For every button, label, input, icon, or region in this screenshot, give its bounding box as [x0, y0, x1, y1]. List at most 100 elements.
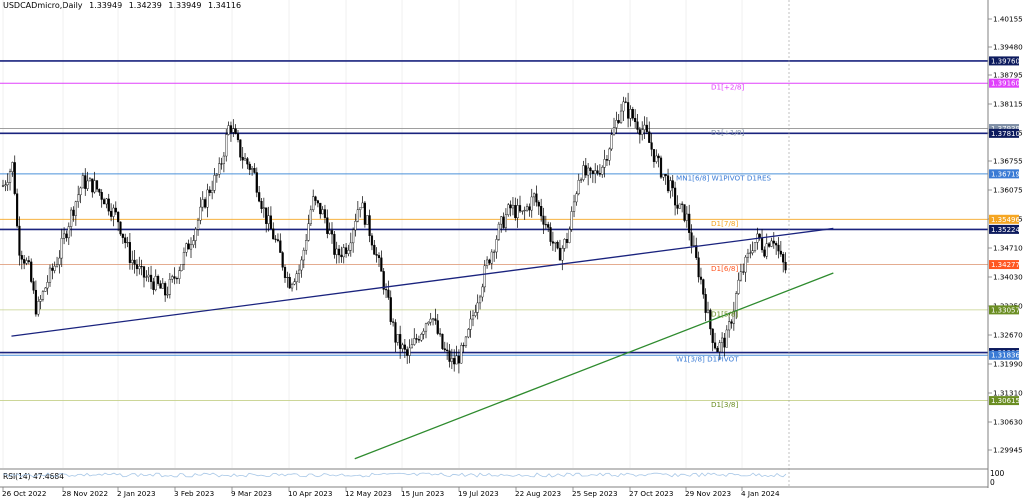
candle-body	[354, 221, 357, 231]
candle-body	[563, 239, 566, 249]
candle-body	[295, 273, 298, 282]
candle-body	[716, 347, 719, 352]
candle-body	[453, 358, 456, 365]
candle-body	[361, 202, 364, 209]
candle-body	[168, 279, 171, 295]
candle-body	[690, 232, 693, 246]
candle-body	[117, 211, 120, 223]
time-axis-label: 10 Apr 2023	[288, 489, 332, 498]
price-axis-label: 1.39480	[993, 43, 1023, 52]
candle-body	[189, 244, 193, 250]
candle-body	[669, 180, 672, 192]
price-tag-box	[989, 214, 1019, 224]
candle-body	[389, 297, 392, 322]
candle-body	[65, 233, 68, 239]
candle-body	[335, 248, 338, 255]
candle-body	[702, 279, 705, 295]
candle-body	[413, 338, 416, 345]
candle-body	[448, 350, 451, 362]
candle-body	[577, 179, 580, 195]
candle-body	[25, 260, 28, 264]
candle-body	[779, 250, 782, 255]
candle-body	[166, 294, 169, 296]
price-axis-label: 1.29945	[993, 446, 1023, 455]
candle-body	[37, 301, 40, 315]
price-axis-label: 1.40155	[993, 15, 1023, 24]
candle-body	[650, 142, 653, 150]
candle-body	[328, 230, 331, 234]
candle-body	[516, 205, 519, 219]
level-label: D1[6/8]	[711, 264, 738, 273]
candle-body	[645, 124, 648, 132]
candle-body	[67, 226, 70, 239]
candle-body	[462, 345, 465, 347]
candle-body	[316, 200, 319, 204]
candle-body	[58, 257, 61, 265]
candle-body	[603, 159, 606, 168]
candle-body	[359, 207, 362, 210]
candle-body	[486, 259, 489, 266]
candle-body	[558, 247, 562, 261]
candle-body	[488, 259, 491, 264]
candle-body	[495, 239, 498, 253]
candle-body	[474, 312, 477, 316]
candle-body	[342, 247, 345, 258]
candle-body	[638, 129, 641, 135]
candle-body	[152, 281, 155, 290]
candle-body	[387, 289, 390, 298]
price-tag-text: 1.35496	[991, 216, 1020, 224]
candle-body	[631, 109, 634, 119]
candle-body	[138, 266, 141, 270]
candle-body	[218, 163, 221, 175]
candle-body	[568, 229, 571, 243]
candle-body	[269, 215, 272, 229]
candle-body	[493, 251, 496, 253]
candle-body	[234, 128, 237, 134]
candle-body	[742, 271, 745, 273]
rsi-line	[2, 472, 787, 478]
candle-body	[396, 334, 399, 343]
candle-body	[248, 163, 251, 170]
time-axis-label: 22 Aug 2023	[515, 489, 561, 498]
candle-body	[730, 321, 733, 324]
candle-body	[34, 289, 37, 315]
candle-body	[478, 296, 482, 304]
candle-body	[612, 127, 616, 135]
candle-body	[758, 233, 761, 239]
candle-body	[265, 207, 268, 224]
candle-body	[399, 334, 402, 349]
candle-body	[274, 238, 277, 240]
candle-body	[255, 172, 258, 193]
candle-body	[777, 244, 780, 252]
candle-body	[420, 334, 423, 341]
candle-body	[699, 276, 703, 280]
candle-body	[185, 243, 188, 253]
candle-body	[540, 206, 543, 217]
close-value: 1.34116	[208, 1, 242, 10]
candles	[1, 92, 787, 374]
price-tag-text: 1.34277	[991, 261, 1020, 269]
candle-body	[580, 179, 583, 181]
candle-body	[208, 189, 211, 193]
time-axis-label: 12 May 2023	[345, 489, 392, 498]
candle-body	[288, 276, 291, 289]
candle-body	[114, 207, 117, 213]
candle-body	[549, 227, 552, 242]
candle-body	[77, 194, 80, 202]
candle-body	[617, 120, 620, 123]
candle-body	[51, 267, 54, 271]
candle-body	[629, 109, 632, 119]
candle-body	[142, 266, 146, 278]
candle-body	[601, 167, 604, 175]
candle-body	[681, 203, 684, 205]
time-axis-label: 15 Jun 2023	[401, 489, 444, 498]
candle-body	[554, 241, 557, 244]
candle-body	[509, 204, 512, 209]
candle-body	[107, 198, 110, 212]
price-axis-label: 1.30630	[993, 418, 1023, 427]
candle-body	[147, 274, 150, 278]
candle-body	[436, 320, 439, 334]
candle-body	[443, 348, 446, 351]
open-value: 1.33949	[89, 1, 123, 10]
